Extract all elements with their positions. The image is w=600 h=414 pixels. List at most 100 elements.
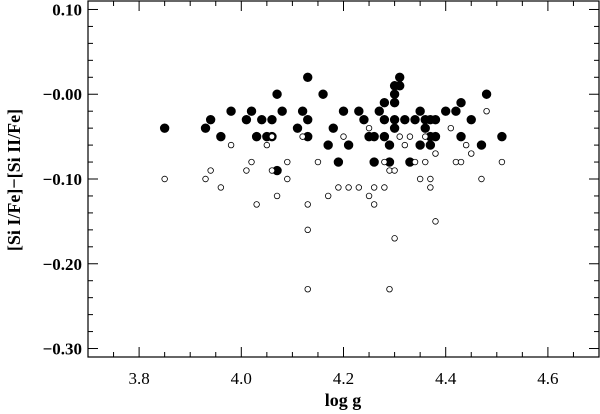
open-data-point [406,133,414,140]
filled-data-point [395,72,405,82]
filled-data-point [389,98,400,108]
open-data-point [427,184,434,191]
filled-data-point [369,157,379,167]
filled-data-point [395,81,405,91]
y-tick-label: −0.20 [43,255,82,274]
open-data-point [253,201,260,208]
open-data-point [498,158,506,166]
filled-data-point [400,114,410,125]
filled-data-point [292,123,303,133]
open-data-point [365,124,373,132]
open-data-point [304,285,311,293]
filled-data-point [205,114,216,125]
filled-data-point [466,114,476,125]
filled-data-point [272,89,282,99]
open-data-point [381,158,388,166]
open-data-point [202,175,209,183]
filled-data-point [430,131,441,142]
filled-data-point [379,131,390,142]
open-data-point [381,184,388,191]
open-data-point [263,141,271,149]
filled-data-point [246,106,257,116]
filled-data-point [297,106,308,116]
x-tick-label: 3.8 [128,369,149,388]
open-data-point [217,184,225,191]
open-data-point [314,158,322,166]
filled-data-point [420,123,430,133]
filled-data-point [456,98,466,108]
filled-data-point [379,114,390,125]
open-data-point [391,167,398,174]
open-data-point [468,150,475,157]
open-data-point [401,141,409,149]
y-tick-label: −0.10 [43,170,82,189]
open-data-point [340,133,347,140]
open-data-point [304,201,311,208]
open-data-point [243,167,250,174]
open-data-point [411,158,419,166]
open-data-point [396,133,403,140]
y-tick-label: 0.10 [52,0,82,19]
filled-data-point [277,106,287,116]
open-data-point [416,175,424,183]
filled-data-point [159,123,170,133]
open-data-point [432,150,439,157]
filled-data-point [425,140,436,150]
open-data-point [483,107,490,115]
filled-data-point [257,114,267,125]
filled-data-point [389,114,400,125]
open-data-point [370,201,378,208]
open-data-point [335,184,342,191]
x-axis-label: log g [325,390,362,410]
filled-data-point [476,140,487,150]
open-data-point [284,175,291,183]
x-tick-labels: 3.8 4.0 4.2 4.4 4.6 [128,369,558,388]
open-data-point [268,133,276,140]
filled-data-point [379,98,390,108]
filled-data-point [323,140,333,150]
filled-data-point [328,123,338,133]
filled-data-point [343,140,354,150]
filled-data-point [338,106,349,116]
open-data-point [422,133,429,140]
x-tick-label: 4.4 [435,369,457,388]
filled-data-point [430,114,441,125]
open-data-point [207,167,214,174]
open-data-point [462,141,470,149]
open-data-point [345,184,352,191]
filled-data-point [359,114,369,125]
open-data-point [284,158,291,166]
filled-data-point [303,114,313,125]
axis-ticks [87,1,600,357]
filled-data-point [241,114,252,125]
filled-data-point [415,140,425,150]
open-data-point [324,192,332,200]
filled-data-point [389,89,400,99]
filled-data-point [318,89,328,99]
filled-data-point [216,131,226,142]
filled-data-point [481,89,492,99]
filled-data-point [200,123,211,133]
y-tick-label: −0.00 [43,85,82,104]
open-data-point [248,158,255,166]
filled-data-point [456,131,466,142]
open-data-point [268,167,276,174]
x-tick-label: 4.6 [537,369,558,388]
y-tick-labels: 0.10 −0.00 −0.10 −0.20 −0.30 [43,0,82,358]
y-axis-label: [Si I/Fe]−[Si II/Fe] [4,109,24,251]
open-data-point [386,285,393,293]
filled-data-point [267,114,277,125]
open-data-point [365,192,373,200]
open-data-point [161,175,168,183]
filled-data-point [441,106,451,116]
filled-data-point [354,106,364,116]
filled-data-point [303,72,313,82]
filled-data-point [226,106,236,116]
open-data-point [299,133,306,140]
open-data-point [304,226,311,234]
filled-data-point [384,140,395,150]
filled-data-point [374,106,384,116]
filled-data-point [369,131,379,142]
filled-data-point [389,123,400,133]
